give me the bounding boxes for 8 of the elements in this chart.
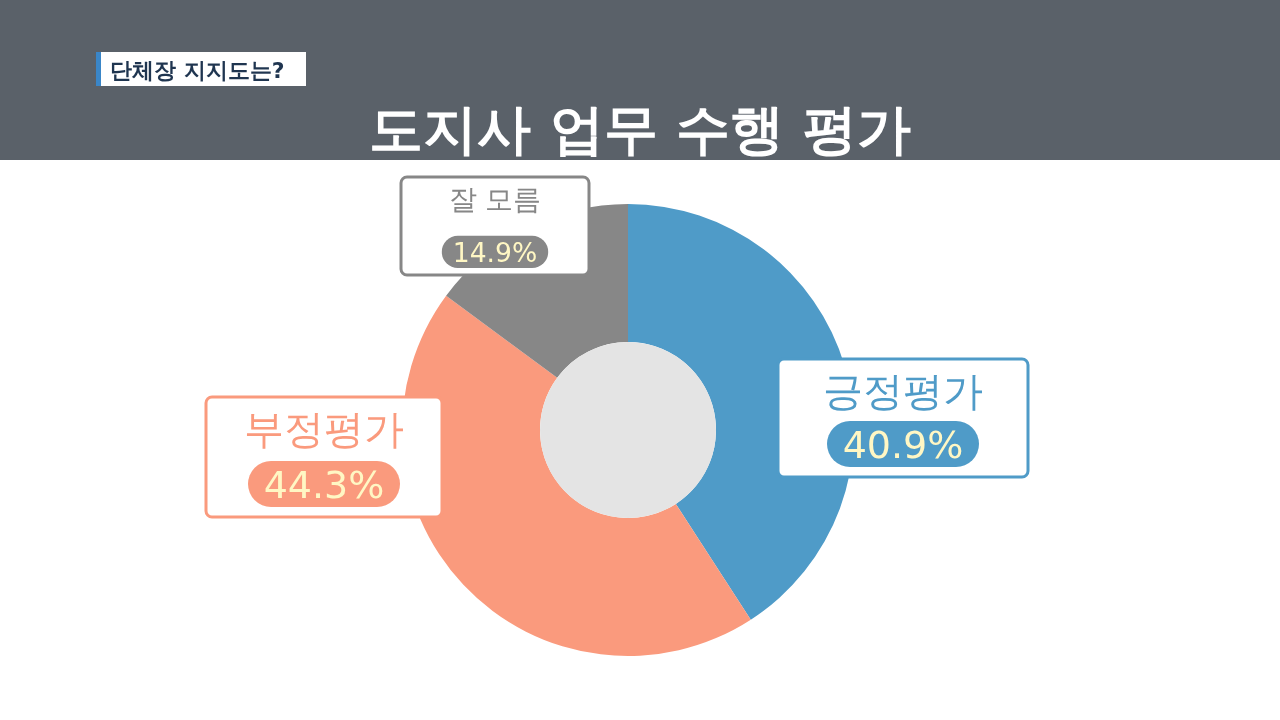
slice-label: 부정평가 (244, 406, 404, 452)
data-label: 40.9% (842, 422, 964, 467)
chart-subtitle: 단체장 지지도는? (110, 58, 285, 83)
slice-label: 긍정평가 (823, 368, 983, 414)
data-label: 14.9% (452, 236, 538, 268)
slice-label: 잘 모름 (448, 183, 542, 217)
chart-title: 도지사 업무 수행 평가 (368, 98, 912, 161)
data-label: 44.3% (263, 462, 385, 507)
